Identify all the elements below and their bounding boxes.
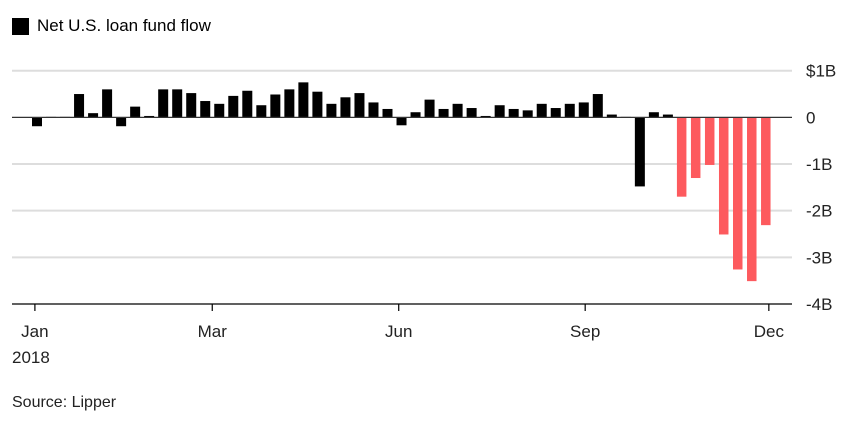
bar <box>340 97 351 118</box>
bar <box>452 103 463 118</box>
y-tick-label: 0 <box>806 108 815 127</box>
legend: Net U.S. loan fund flow <box>12 16 211 36</box>
bar <box>662 114 673 118</box>
bar <box>32 117 42 127</box>
bar <box>102 89 113 118</box>
bar <box>410 112 421 118</box>
bar <box>733 117 743 270</box>
bar <box>326 103 337 118</box>
bar <box>508 108 519 118</box>
bar <box>747 117 757 282</box>
bar <box>116 117 127 127</box>
y-tick-label: -3B <box>806 248 832 267</box>
bar <box>606 114 617 118</box>
bar <box>186 93 197 118</box>
bar <box>200 101 211 118</box>
bar <box>466 108 477 118</box>
x-tick-label: Dec <box>754 322 785 341</box>
bar <box>396 117 407 126</box>
bar <box>284 89 295 118</box>
bar <box>256 105 267 118</box>
bar <box>494 105 505 118</box>
bar <box>690 117 701 179</box>
chart-title: Net U.S. loan fund flow <box>37 16 211 35</box>
bar <box>718 117 729 235</box>
bar <box>214 103 225 118</box>
bar <box>578 102 589 118</box>
bar <box>536 103 547 118</box>
bar <box>550 108 561 118</box>
y-tick-label: -1B <box>806 155 832 174</box>
bar <box>704 117 715 165</box>
bar <box>172 89 183 118</box>
bar <box>480 115 491 118</box>
bar <box>158 89 169 118</box>
bar <box>88 113 99 118</box>
bar <box>270 94 281 118</box>
x-tick-sublabel: 2018 <box>12 348 50 367</box>
bar <box>592 94 603 118</box>
x-tick-label: Jun <box>385 322 412 341</box>
x-tick-label: Jan <box>21 322 48 341</box>
x-tick-label: Sep <box>570 322 600 341</box>
bar <box>382 108 393 118</box>
bar <box>564 103 575 118</box>
legend-swatch <box>12 17 29 35</box>
bar <box>424 99 435 118</box>
bar <box>144 115 155 118</box>
bar <box>242 90 253 118</box>
bar <box>354 93 365 118</box>
bar <box>761 117 771 226</box>
bar <box>130 106 141 118</box>
bar <box>228 95 239 118</box>
y-tick-label: -4B <box>806 295 832 314</box>
bar <box>312 91 323 118</box>
y-tick-label: $1B <box>806 62 836 81</box>
bar <box>438 108 449 118</box>
bar <box>676 117 687 197</box>
x-tick-label: Mar <box>198 322 228 341</box>
bar <box>74 94 85 118</box>
y-tick-label: -2B <box>806 202 832 221</box>
source-note: Source: Lipper <box>12 394 117 411</box>
bar <box>298 82 309 118</box>
bar <box>522 110 533 118</box>
bar <box>634 117 645 187</box>
bar <box>648 112 659 118</box>
bar <box>368 102 379 118</box>
